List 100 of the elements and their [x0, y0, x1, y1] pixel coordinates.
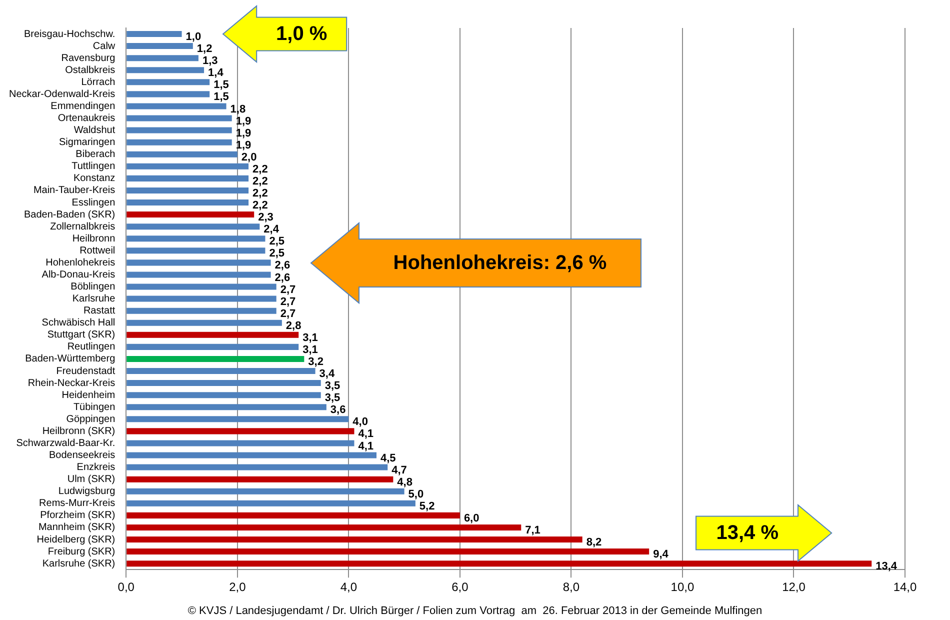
bar: [126, 320, 282, 326]
data-label: 2,8: [286, 320, 302, 332]
data-label: 5,0: [408, 488, 424, 500]
bar: [126, 103, 226, 110]
bar: [126, 79, 210, 86]
x-tick-label: 8,0: [562, 580, 580, 594]
data-label: 2,4: [264, 224, 280, 236]
y-tick-label: Göppingen: [66, 414, 116, 425]
y-tick-label: Bodenseekreis: [48, 450, 116, 462]
bar: [126, 236, 266, 242]
y-tick-label: Böblingen: [70, 282, 116, 293]
data-label: 7,1: [525, 524, 540, 537]
bar: [126, 151, 238, 158]
x-tick-label: 12,0: [782, 580, 806, 594]
y-tick-label: Freiburg (SKR): [48, 546, 116, 558]
y-tick-label: Heilbronn: [72, 233, 116, 244]
bar: [126, 224, 260, 230]
x-tick-label: 4,0: [340, 580, 358, 594]
data-label: 1,9: [236, 139, 252, 152]
annotation: Hohenlohekreis: 2,6 %: [392, 251, 608, 276]
y-tick-label: Heidenheim: [62, 390, 116, 401]
data-label: 4,1: [358, 440, 374, 452]
y-tick-label: Tuttlingen: [72, 161, 116, 172]
x-tick-label: 2,0: [229, 580, 246, 594]
text: © KVJS / Landesjugendamt / Dr. Ulrich Bürger / Folien zum Vortrag am 26. Februar 2013 in der Gemeinde Mulfingen: [186, 605, 764, 617]
data-label: 4,5: [380, 452, 396, 464]
data-label: 1,3: [202, 55, 218, 68]
data-label: 1,9: [236, 115, 252, 128]
data-label: 3,5: [324, 380, 340, 392]
bar: [126, 296, 276, 302]
data-label: 3,1: [302, 332, 318, 344]
data-label: 2,2: [252, 200, 268, 212]
y-tick-label: Enzkreis: [76, 462, 116, 474]
data-label: 1,5: [214, 79, 229, 92]
y-tick-label: Zollernalbkreis: [50, 221, 116, 232]
y-tick-label: Breisgau-Hochschw.: [24, 28, 116, 40]
bar: [126, 91, 210, 98]
bar: [126, 500, 416, 506]
y-tick-label: Karlsruhe (SKR): [42, 558, 116, 570]
y-tick-label: Lörrach: [81, 76, 116, 88]
bar: [126, 272, 271, 278]
bar: [126, 548, 650, 555]
data-label: 1,9: [236, 127, 252, 140]
data-label: 2,3: [258, 212, 274, 224]
bar: [126, 260, 271, 266]
bar: [126, 476, 394, 482]
bar: [126, 404, 326, 410]
y-tick-label: Tübingen: [73, 402, 116, 413]
bar: [126, 428, 354, 434]
data-label: 3,4: [319, 368, 336, 380]
y-tick-label: Neckar-Odenwald-Kreis: [8, 88, 116, 100]
data-label: 6,0: [464, 512, 480, 524]
x-tick-label: 0,0: [118, 580, 135, 594]
bar: [126, 512, 460, 518]
bar: [126, 380, 321, 386]
data-label: 1,8: [230, 103, 246, 116]
y-tick-label: Konstanz: [73, 173, 116, 184]
bar: [126, 524, 522, 530]
y-tick-label: Emmendingen: [50, 100, 116, 112]
data-label: 2,7: [280, 284, 296, 296]
annotation: 1,0 %: [275, 22, 328, 47]
bar: [126, 392, 321, 398]
data-label: 1,0: [186, 31, 202, 44]
data-label: 1,5: [214, 91, 229, 104]
data-label: 3,6: [330, 404, 346, 416]
y-tick-label: Heilbronn (SKR): [42, 426, 116, 437]
data-label: 9,4: [653, 548, 670, 561]
bar: [126, 139, 232, 146]
bar: [126, 31, 182, 38]
bar: [126, 452, 376, 458]
data-label: 2,6: [274, 260, 290, 272]
bar: [126, 43, 193, 50]
x-tick-label: 6,0: [452, 580, 469, 594]
y-tick-label: Baden-Württemberg: [25, 354, 116, 365]
data-label: 2,6: [274, 272, 290, 284]
data-label: 1,4: [208, 67, 224, 80]
data-label: 4,7: [392, 464, 407, 476]
y-tick-label: Ravensburg: [61, 52, 116, 64]
data-label: 4,0: [352, 416, 368, 428]
y-tick-label: Heidelberg (SKR): [36, 534, 116, 546]
y-tick-label: Schwäbisch Hall: [42, 318, 116, 329]
x-tick-label: 14,0: [893, 580, 917, 594]
bar: [126, 187, 249, 194]
bar: [126, 488, 404, 494]
y-tick-label: Sigmaringen: [58, 137, 116, 148]
y-tick-label: Ostalbkreis: [65, 64, 116, 76]
bar: [126, 308, 276, 314]
data-label: 2,7: [280, 296, 296, 308]
data-label: 2,2: [252, 163, 268, 176]
bar: [126, 67, 204, 74]
y-tick-label: Rastatt: [83, 306, 116, 317]
bar: [126, 332, 299, 338]
data-label: 3,5: [324, 392, 340, 404]
y-tick-label: Biberach: [76, 149, 116, 160]
bar: [126, 368, 316, 374]
y-tick-label: Karlsruhe: [72, 294, 116, 305]
y-tick-label: Stuttgart (SKR): [47, 330, 116, 341]
bar: [126, 175, 249, 182]
y-tick-label: Baden-Baden (SKR): [24, 209, 116, 220]
data-label: 2,5: [269, 248, 285, 260]
